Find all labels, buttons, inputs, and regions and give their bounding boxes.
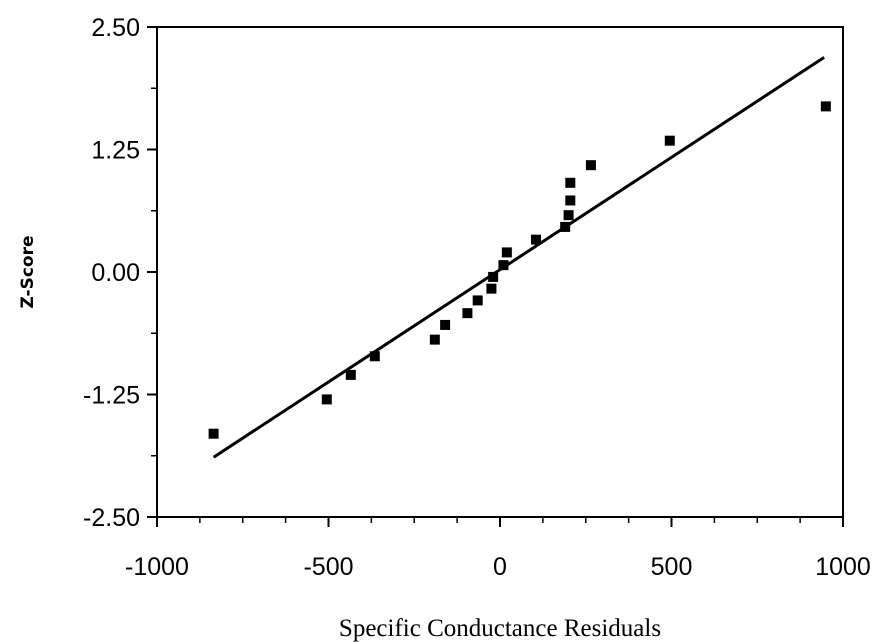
y-tick-label: 2.50: [91, 14, 140, 42]
fit-line: [212, 56, 825, 459]
y-tick-label: 1.25: [91, 137, 140, 165]
data-point: [664, 135, 675, 146]
data-points-layer: [208, 101, 831, 439]
data-point: [345, 369, 356, 380]
data-point: [440, 319, 451, 330]
x-tick-label: 0: [493, 553, 507, 581]
data-point: [369, 351, 380, 362]
tick-labels: -1000 -500 0 500 1000 -2.50 -1.25 0.00 1.25 2.50: [83, 14, 871, 581]
data-point: [462, 308, 473, 319]
x-tick-label: 1000: [815, 553, 871, 581]
data-point: [560, 221, 571, 232]
plot-frame: [156, 26, 844, 518]
y-tick-label: 0.00: [91, 259, 140, 287]
plot-border: [156, 26, 844, 518]
y-tick-label: -2.50: [83, 504, 140, 532]
x-tick-label: -1000: [125, 553, 189, 581]
x-tick-label: 500: [651, 553, 693, 581]
y-axis-label: Z-Score: [18, 236, 38, 309]
data-point: [208, 428, 219, 439]
axis-ticks: [147, 26, 844, 527]
data-point: [498, 260, 509, 271]
data-point: [429, 334, 440, 345]
data-point: [820, 101, 831, 112]
data-point: [563, 210, 574, 221]
data-point: [488, 271, 499, 282]
data-point: [565, 177, 576, 188]
x-axis-label: Specific Conductance Residuals: [339, 615, 661, 642]
data-point: [565, 195, 576, 206]
fit-line-layer: [212, 56, 825, 459]
y-tick-label: -1.25: [83, 382, 140, 410]
data-point: [531, 234, 542, 245]
data-point: [501, 247, 512, 258]
data-point: [321, 394, 332, 405]
data-point: [486, 283, 497, 294]
data-point: [585, 160, 596, 171]
x-tick-label: -500: [303, 553, 353, 581]
data-point: [472, 295, 483, 306]
